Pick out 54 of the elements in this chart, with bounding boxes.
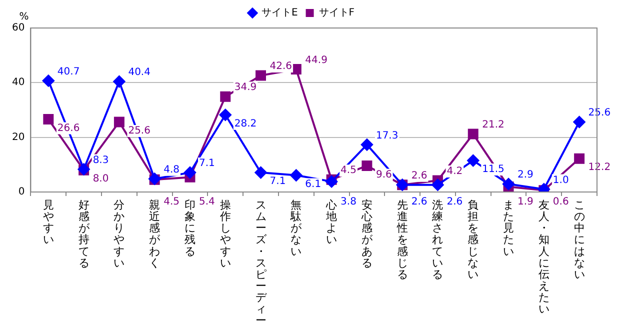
data-label: 8.0 <box>92 174 109 185</box>
data-label: 21.2 <box>482 120 504 131</box>
y-tick-label: 0 <box>18 186 25 198</box>
category-label: 友人・知人に伝えたい <box>538 198 550 316</box>
data-label: 26.6 <box>57 122 80 134</box>
x-tick-label: 好感が持てる <box>78 198 90 270</box>
data-label: 2.6 <box>411 196 428 208</box>
data-label: 11.5 <box>482 164 504 176</box>
data-label: 9.6 <box>376 169 392 180</box>
data-label: 2.6 <box>411 170 428 182</box>
data-label: 34.9 <box>234 82 257 94</box>
data-label: 8.3 <box>92 154 109 166</box>
data-label: 4.8 <box>164 164 180 176</box>
x-tick-label: 洗練されている <box>431 198 444 281</box>
legend-label: サイトE <box>261 8 298 19</box>
y-tick-label: 40 <box>12 77 25 88</box>
data-label: 1.9 <box>518 196 534 208</box>
x-tick-label: 無駄がない <box>290 198 303 258</box>
x-tick-label: 分かりやすい <box>114 198 125 270</box>
y-tick-label: 20 <box>12 132 25 143</box>
category-label: スムーズ・スピーディー <box>255 198 266 328</box>
x-tick-label: 親近感がわく <box>149 198 162 270</box>
x-tick-label: 操作しやすい <box>218 198 231 270</box>
x-tick-label: また見たい <box>503 198 514 258</box>
data-label: 28.2 <box>234 118 257 130</box>
data-label: 25.6 <box>588 108 611 119</box>
x-tick-label: 印象に残る <box>184 198 196 258</box>
data-label: 4.5 <box>340 165 356 176</box>
data-label: 7.1 <box>198 158 215 170</box>
data-label: 42.6 <box>270 61 292 72</box>
data-label: 6.1 <box>305 178 322 190</box>
x-tick-label: 見やすい <box>42 198 54 246</box>
data-label: 4.2 <box>446 166 463 178</box>
data-label: 25.6 <box>128 126 150 137</box>
data-label: 2.6 <box>446 196 463 208</box>
data-label: 40.4 <box>128 67 150 78</box>
data-label: 0.6 <box>552 196 569 208</box>
y-axis-title: % <box>19 12 29 23</box>
data-label: 2.9 <box>518 170 534 181</box>
y-tick-label: 60 <box>12 22 25 34</box>
x-tick-label: 負担を感じない <box>468 198 479 281</box>
data-label: 17.3 <box>376 130 398 142</box>
x-tick-label: 安心感がある <box>360 198 374 270</box>
data-label: 40.7 <box>57 66 80 78</box>
data-label: 1.0 <box>552 174 569 186</box>
data-label: 44.9 <box>305 54 328 66</box>
data-label: 4.5 <box>164 196 180 208</box>
data-label: 3.8 <box>340 196 356 208</box>
x-tick-label: 心地よい <box>325 198 338 246</box>
data-label: 7.1 <box>270 176 286 188</box>
data-label: 5.4 <box>198 196 215 208</box>
legend-label: サイトF <box>318 8 355 19</box>
x-tick-label: この中にはない <box>574 198 585 281</box>
x-tick-label: 先進性を感じる <box>396 198 408 281</box>
